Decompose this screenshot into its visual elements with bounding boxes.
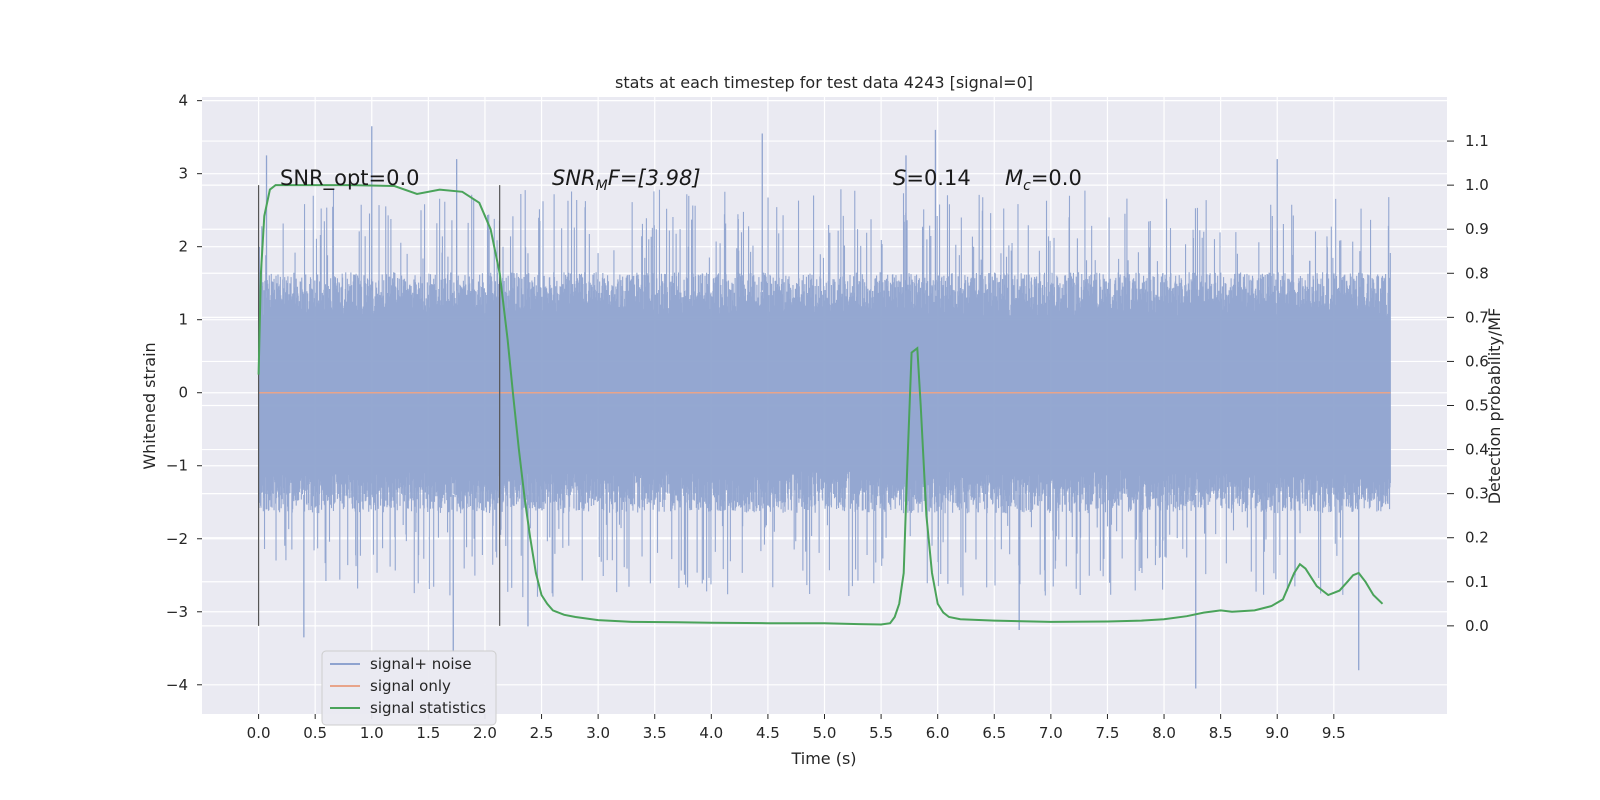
annotation-mc-sub: c [1023,178,1031,194]
x-tick-label: 6.0 [926,724,950,742]
y-left-tick-label: −4 [166,676,188,694]
legend-label-signal: signal only [370,677,451,695]
y-left-tick-label: 2 [178,238,188,256]
y-right-tick-label: 0.0 [1465,617,1489,635]
x-tick-label: 2.5 [530,724,554,742]
annotation-snr-mf-sub: M [596,178,608,194]
y-left-tick-label: 0 [178,384,188,402]
signal-statistics-series [257,184,1384,626]
y-right-tick-label: 1.1 [1465,132,1489,150]
x-axis-label: Time (s) [790,749,856,768]
y-axis-label-left: Whitened strain [140,342,159,469]
x-tick-label: 5.0 [813,724,837,742]
y-right-tick-label: 0.1 [1465,573,1489,591]
tick-labels: 0.0 0.5 1.0 1.5 2.0 2.5 3.0 3.5 4.0 4.5 5.0 5.5 6.0 6… [166,92,1489,742]
annotation-s-main: S [893,166,906,190]
x-tick-label: 3.5 [643,724,667,742]
annotation-snr-mf: SNRMF=[3.98] [552,166,701,194]
signal-noise-series [258,126,1391,689]
x-tick-label: 8.5 [1209,724,1233,742]
y-right-tick-label: 0.9 [1465,220,1489,238]
annotation-mc-main: M [1005,166,1023,190]
x-tick-label: 9.0 [1265,724,1289,742]
vertical-markers [257,185,501,626]
y-left-tick-label: 4 [178,92,188,110]
legend: signal+ noise signal only signal statist… [321,650,497,726]
x-tick-label: 0.0 [247,724,271,742]
annotation-snr-opt: SNR_opt=0.0 [280,166,420,191]
annotation-mc: Mc=0.0 [1005,166,1082,194]
legend-box [321,650,497,726]
y-right-tick-label: 0.8 [1465,264,1489,282]
y-right-tick-label: 0.4 [1465,441,1489,459]
x-tick-label: 3.0 [586,724,610,742]
y-right-tick-label: 0.6 [1465,352,1489,370]
x-tick-label: 4.5 [756,724,780,742]
x-tick-label: 8.0 [1152,724,1176,742]
annotation-snr-mf-main: SNR [552,166,596,190]
x-tick-label: 7.5 [1096,724,1120,742]
y-left-tick-label: −2 [166,530,188,548]
y-right-tick-label: 0.3 [1465,485,1489,503]
y-left-tick-label: 1 [178,311,188,329]
chart-title: stats at each timestep for test data 424… [615,73,1033,92]
x-tick-label: 7.0 [1039,724,1063,742]
y-left-tick-label: −3 [166,603,188,621]
annotation-mc-rest: =0.0 [1031,166,1082,190]
x-tick-label: 6.5 [982,724,1006,742]
x-tick-label: 9.5 [1322,724,1346,742]
legend-label-stats: signal statistics [370,699,486,717]
y-right-tick-label: 0.5 [1465,397,1489,415]
x-tick-label: 1.5 [416,724,440,742]
y-right-tick-label: 0.2 [1465,529,1489,547]
y-right-tick-label: 0.7 [1465,308,1489,326]
x-tick-label: 0.5 [303,724,327,742]
y-left-tick-label: −1 [166,457,188,475]
x-tick-label: 5.5 [869,724,893,742]
annotation-snr-mf-rest: F=[3.98] [608,166,701,190]
x-tick-label: 1.0 [360,724,384,742]
x-tick-label: 4.0 [699,724,723,742]
y-right-tick-label: 1.0 [1465,176,1489,194]
annotation-s-rest: =0.14 [906,166,970,190]
x-tick-label: 2.0 [473,724,497,742]
signal-statistics-line [257,184,1384,626]
legend-label-noise: signal+ noise [370,655,472,673]
annotation-s: S=0.14 [893,166,971,190]
y-axis-label-right: Detection probability/MF [1485,308,1504,505]
y-left-tick-label: 3 [178,165,188,183]
